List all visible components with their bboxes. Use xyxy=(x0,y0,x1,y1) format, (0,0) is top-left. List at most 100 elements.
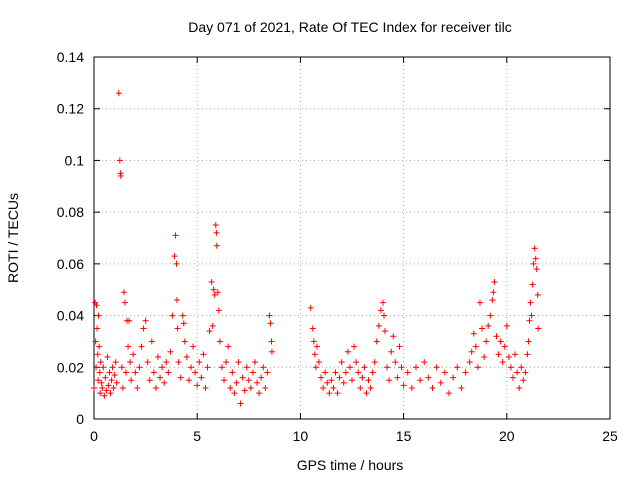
data-point xyxy=(148,338,155,345)
data-point xyxy=(462,369,469,376)
data-point xyxy=(268,338,275,345)
data-point xyxy=(251,359,258,366)
data-points xyxy=(91,90,542,407)
data-point xyxy=(349,377,355,384)
data-point xyxy=(127,359,134,366)
data-point xyxy=(483,338,490,345)
data-point xyxy=(371,359,378,366)
y-tick-labels: 0 0.02 0.04 0.06 0.08 0.1 0.12 0.14 xyxy=(57,49,84,427)
data-point xyxy=(118,364,125,371)
data-point xyxy=(180,320,187,327)
data-point xyxy=(307,304,314,311)
data-point xyxy=(507,364,514,371)
data-point xyxy=(318,374,325,381)
data-point xyxy=(150,369,157,376)
data-point xyxy=(398,364,405,371)
data-point xyxy=(501,343,508,350)
data-point xyxy=(249,369,256,376)
data-point xyxy=(172,232,179,239)
data-point xyxy=(260,364,267,371)
data-point xyxy=(400,382,407,389)
data-point xyxy=(111,372,118,379)
data-point xyxy=(192,369,199,376)
x-tick-label: 0 xyxy=(90,428,98,444)
data-point xyxy=(208,278,215,285)
data-point xyxy=(367,384,374,391)
data-point xyxy=(388,348,395,355)
data-point xyxy=(326,390,333,397)
data-point xyxy=(529,281,536,288)
data-point xyxy=(213,229,220,236)
data-point xyxy=(466,359,473,366)
data-point xyxy=(231,390,238,397)
data-point xyxy=(212,222,219,229)
y-tick-label: 0.1 xyxy=(65,152,85,168)
data-point xyxy=(254,379,261,386)
data-point xyxy=(104,353,111,360)
data-point xyxy=(126,317,133,324)
data-point xyxy=(353,359,360,366)
data-point xyxy=(130,351,137,358)
data-point xyxy=(313,343,320,350)
data-point xyxy=(239,374,246,381)
data-point xyxy=(454,364,461,371)
data-point xyxy=(516,384,523,391)
data-point xyxy=(107,390,114,397)
data-point xyxy=(221,377,228,384)
data-point xyxy=(394,374,401,381)
data-point xyxy=(132,369,139,376)
data-point xyxy=(433,364,440,371)
data-point xyxy=(154,353,161,360)
data-point xyxy=(365,377,372,384)
data-point xyxy=(185,377,192,384)
data-point xyxy=(167,348,174,355)
data-point xyxy=(113,379,120,386)
x-tick-label: 20 xyxy=(499,428,515,444)
data-point xyxy=(404,369,411,376)
data-point xyxy=(334,390,341,397)
data-point xyxy=(196,359,203,366)
data-point xyxy=(146,377,153,384)
data-point xyxy=(421,359,428,366)
data-point xyxy=(97,359,104,366)
data-point xyxy=(470,330,477,337)
data-point xyxy=(94,325,101,332)
x-tick-label: 15 xyxy=(396,428,412,444)
data-point xyxy=(98,379,105,386)
data-point xyxy=(97,390,104,397)
data-point xyxy=(342,369,349,376)
data-point xyxy=(481,353,488,360)
data-point xyxy=(384,364,391,371)
data-point xyxy=(125,343,132,350)
data-point xyxy=(328,377,335,384)
data-point xyxy=(235,359,242,366)
data-point xyxy=(233,379,240,386)
data-point xyxy=(194,382,201,389)
data-point xyxy=(175,359,182,366)
data-point xyxy=(99,384,106,391)
data-point xyxy=(527,299,534,306)
data-point xyxy=(441,369,448,376)
data-point xyxy=(117,172,124,179)
data-point xyxy=(476,299,483,306)
data-point xyxy=(109,364,116,371)
data-point xyxy=(110,384,117,391)
x-axis-label: GPS time / hours xyxy=(297,457,404,473)
data-point xyxy=(138,343,145,350)
data-point xyxy=(216,338,223,345)
data-point xyxy=(209,322,216,329)
data-point xyxy=(533,266,540,273)
data-point xyxy=(425,374,432,381)
data-point xyxy=(458,384,465,391)
data-point xyxy=(245,377,252,384)
x-tick-label: 5 xyxy=(193,428,201,444)
y-tick-label: 0.06 xyxy=(57,256,84,272)
data-point xyxy=(121,299,128,306)
data-point xyxy=(390,333,397,340)
data-point xyxy=(336,374,343,381)
data-point xyxy=(497,338,504,345)
data-point xyxy=(210,286,217,293)
data-point xyxy=(93,302,100,309)
data-point xyxy=(165,369,172,376)
